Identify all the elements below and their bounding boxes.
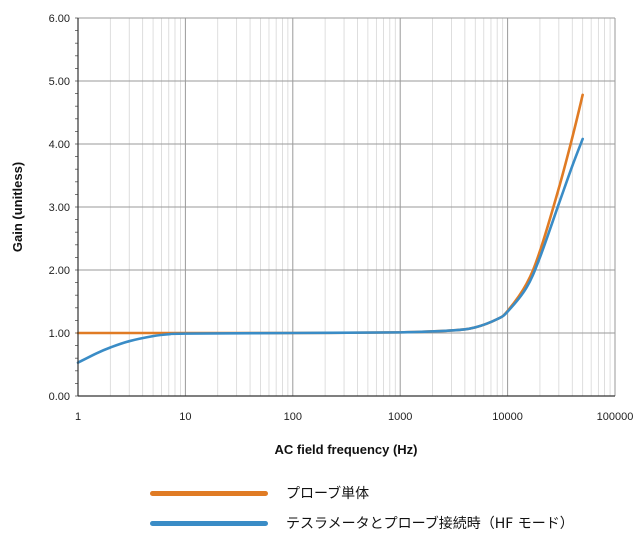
legend-swatch-meter-probe (150, 520, 268, 526)
x-tick-label: 10000 (492, 411, 523, 423)
gain-frequency-chart: 1 10 100 1000 10000 100000 0.00 1.00 2.00 3.00 4.… (10, 13, 633, 457)
x-tick-labels: 1 10 100 1000 10000 100000 (75, 411, 633, 423)
x-tick-label: 10 (179, 411, 191, 423)
y-tick-label: 3.00 (49, 202, 70, 214)
series-layer (76, 93, 584, 364)
legend-label-probe: プローブ単体 (286, 486, 370, 502)
y-tick-label: 1.00 (49, 328, 70, 340)
legend-item-probe: プローブ単体 (150, 478, 574, 508)
x-tick-label: 100 (284, 411, 302, 423)
x-tick-label: 1 (75, 411, 81, 423)
y-tick-label: 5.00 (49, 76, 70, 88)
y-tick-label: 0.00 (49, 391, 70, 403)
y-tick-label: 4.00 (49, 139, 70, 151)
y-axis-title: Gain (unitless) (10, 162, 25, 252)
legend-label-meter-probe: テスラメータとプローブ接続時（HF モード） (286, 516, 574, 532)
x-tick-label: 100000 (597, 411, 634, 423)
legend-item-meter-probe: テスラメータとプローブ接続時（HF モード） (150, 508, 574, 538)
y-tick-label: 2.00 (49, 265, 70, 277)
x-axis-title: AC field frequency (Hz) (274, 442, 417, 457)
series-line-1 (76, 137, 584, 364)
legend-swatch-probe (150, 490, 268, 496)
legend: プローブ単体 テスラメータとプローブ接続時（HF モード） (150, 478, 574, 538)
y-tick-label: 6.00 (49, 13, 70, 25)
x-tick-label: 1000 (388, 411, 412, 423)
y-tick-labels: 0.00 1.00 2.00 3.00 4.00 5.00 6.00 (49, 13, 70, 403)
